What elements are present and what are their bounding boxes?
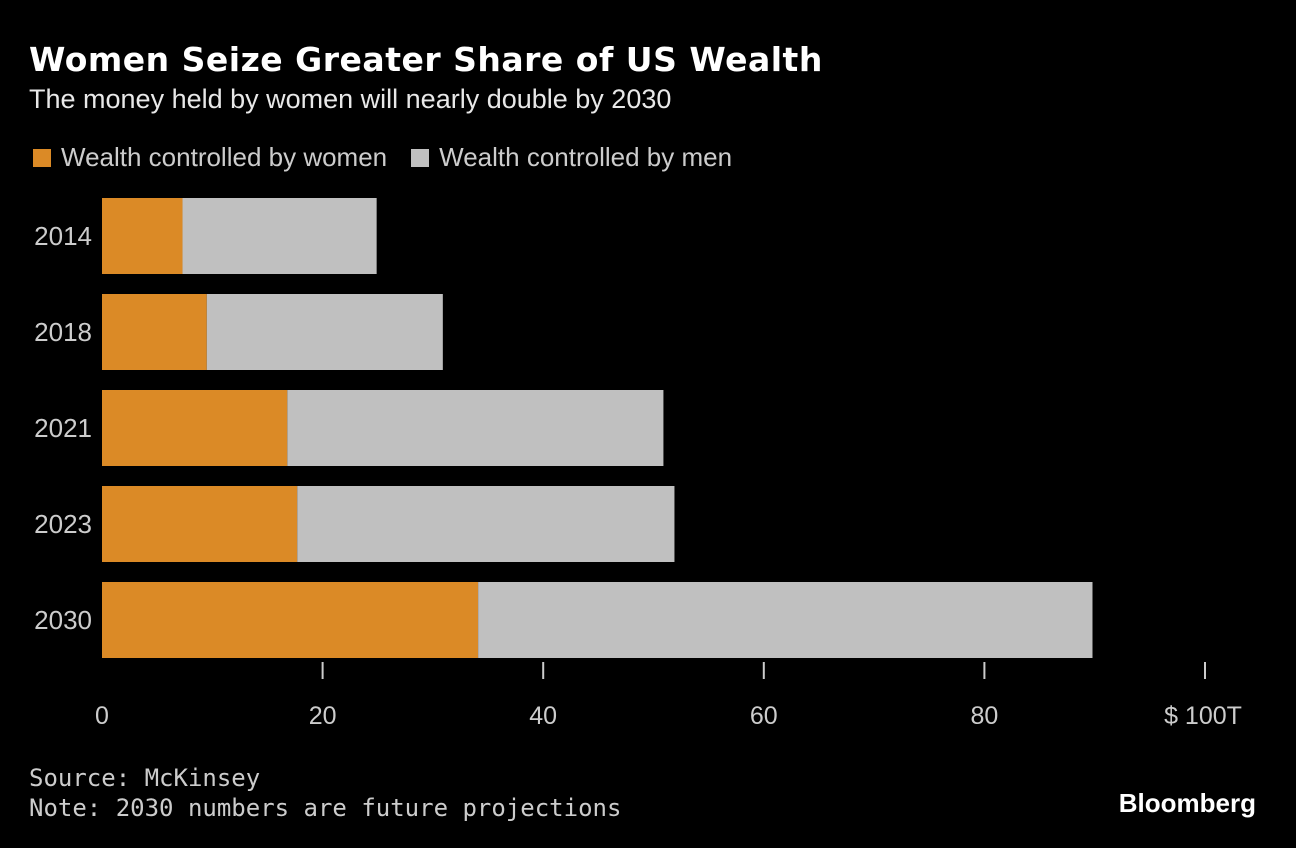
chart-title: Women Seize Greater Share of US Wealth xyxy=(29,40,823,79)
x-tick-label: 0 xyxy=(95,702,109,730)
legend-swatch-men xyxy=(411,148,430,167)
bar-women-2018 xyxy=(102,294,207,370)
legend-swatch-women xyxy=(33,148,51,167)
bar-women-2030 xyxy=(102,582,479,658)
x-tick-label: 80 xyxy=(970,702,998,730)
legend-item-men: Wealth controlled by men xyxy=(411,142,732,173)
chart-subtitle: The money held by women will nearly doub… xyxy=(29,84,672,114)
x-tick-label: 40 xyxy=(529,702,557,730)
y-tick-label: 2018 xyxy=(34,317,92,347)
bloomberg-logo: Bloomberg xyxy=(1118,788,1256,818)
bar-men-2021 xyxy=(287,390,664,466)
y-tick-label: 2023 xyxy=(34,509,92,539)
legend-item-women: Wealth controlled by women xyxy=(33,142,387,173)
y-tick-label: 2014 xyxy=(34,221,92,251)
y-tick-label: 2030 xyxy=(34,605,92,635)
bar-men-2023 xyxy=(297,486,675,562)
bar-men-2030 xyxy=(478,582,1093,658)
bar-women-2021 xyxy=(102,390,288,466)
x-tick-label: $ 100T xyxy=(1164,702,1242,730)
x-tick-label: 20 xyxy=(309,702,337,730)
source-note: Source: McKinsey xyxy=(29,764,261,792)
legend-label-women: Wealth controlled by women xyxy=(61,142,388,172)
legend: Wealth controlled by women Wealth contro… xyxy=(33,142,732,173)
bar-men-2014 xyxy=(182,198,377,274)
legend-label-men: Wealth controlled by men xyxy=(439,142,733,172)
bar-women-2014 xyxy=(102,198,183,274)
projection-note: Note: 2030 numbers are future projection… xyxy=(29,794,622,822)
x-tick-label: 60 xyxy=(750,702,778,730)
y-tick-label: 2021 xyxy=(34,413,92,443)
bar-women-2023 xyxy=(102,486,298,562)
bar-men-2018 xyxy=(206,294,443,370)
